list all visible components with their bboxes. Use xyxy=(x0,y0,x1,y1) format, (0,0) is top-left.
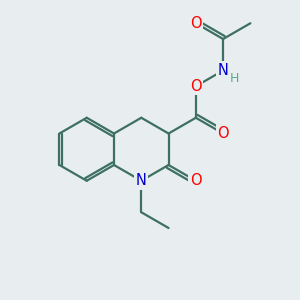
Text: N: N xyxy=(218,63,229,78)
Text: H: H xyxy=(230,71,239,85)
Text: O: O xyxy=(190,79,202,94)
Text: O: O xyxy=(190,173,202,188)
Text: N: N xyxy=(136,173,147,188)
Text: O: O xyxy=(217,126,229,141)
Text: O: O xyxy=(190,16,202,31)
